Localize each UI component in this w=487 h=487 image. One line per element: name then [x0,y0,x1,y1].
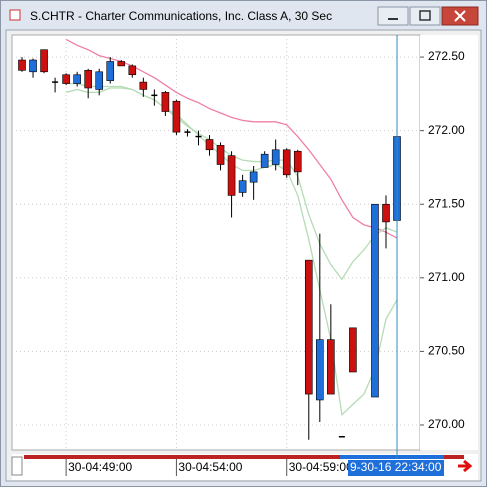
candle-body [216,145,225,165]
y-tick-label: 271.00 [428,270,465,284]
candle-body [382,203,390,223]
candle-body [327,339,335,395]
y-tick-label: 270.00 [428,417,465,431]
y-tick-label: 270.50 [428,344,465,358]
candle-body [172,100,181,133]
window-buttons [377,6,479,26]
candle-body [271,149,280,165]
close-icon [454,10,466,22]
candle-body [260,153,269,168]
candle-body [249,171,258,183]
crosshair-label: 9-30-16 22:34:00 [350,460,442,474]
x-tick-label: 30-04:54:00 [178,460,242,474]
candle-body [73,74,81,84]
app-icon [9,9,21,21]
candle-body [40,49,48,73]
plot-area [11,34,421,451]
candle-body [62,74,70,84]
scroll-handle[interactable] [11,456,23,476]
y-tick-label: 271.50 [428,196,465,210]
crosshair-label-box [348,460,444,476]
candle-body [84,70,92,89]
candle-body [161,92,170,112]
x-tick-label: 30-04:49:00 [68,460,132,474]
x-tick-label: 30-04:59:00 [289,460,353,474]
y-tick-label: 272.50 [428,49,465,63]
candle-body [371,203,379,398]
candle-body [139,81,148,90]
window-title: S.CHTR - Charter Communications, Inc. Cl… [30,9,332,23]
minimize-button[interactable] [377,6,409,26]
candle-body [316,339,324,401]
maximize-icon [419,10,431,21]
candle-body [29,59,37,73]
candle-body [18,59,26,71]
candle-body [95,71,104,90]
candle-body [227,155,236,196]
scroll-right-arrow[interactable] [458,459,473,473]
candle-body [106,61,115,81]
candle-body [238,180,247,193]
candle-body [117,61,126,67]
candle-body [205,139,214,151]
maximize-button[interactable] [409,6,441,26]
candle-body [282,149,291,176]
candle-body [128,65,137,76]
y-tick-label: 272.00 [428,123,465,137]
y-axis-area [420,35,478,450]
candle-body [293,150,302,173]
candle-body [349,327,357,373]
candle-body [304,259,313,395]
scrollbar-thumb[interactable] [340,455,444,459]
plot: 270.00 270.50 271.00 271.50 272.00 272.50 30-0… [12,35,465,476]
scrollbar-track[interactable] [24,455,464,459]
